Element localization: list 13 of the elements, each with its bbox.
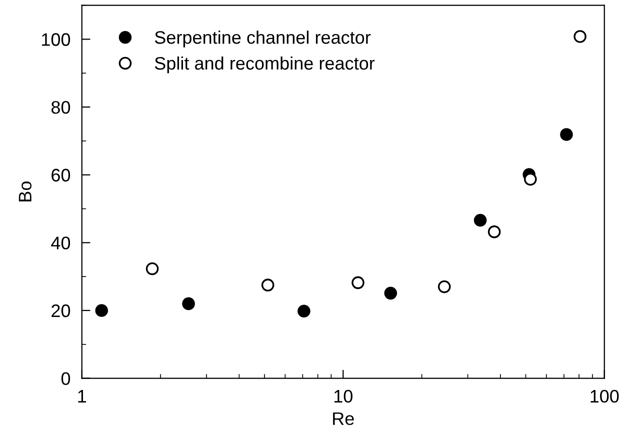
y-tick-label: 0 [61, 372, 70, 386]
y-tick-label: 40 [51, 236, 70, 250]
x-axis-title: Re [333, 412, 354, 426]
y-tick-label: 60 [52, 168, 70, 182]
y-tick-label: 100 [42, 33, 70, 46]
legend-label: Serpentine channel reactor [154, 30, 371, 48]
y-tick-label: 20 [52, 304, 70, 318]
y-axis-title: Bo [18, 182, 32, 202]
x-tick-label: 10 [334, 390, 352, 403]
x-tick-label: 1 [78, 390, 86, 402]
y-tick-label: 80 [51, 100, 70, 114]
legend-label: Split and recombine reactor [154, 56, 375, 74]
x-tick-label: 100 [590, 390, 619, 403]
